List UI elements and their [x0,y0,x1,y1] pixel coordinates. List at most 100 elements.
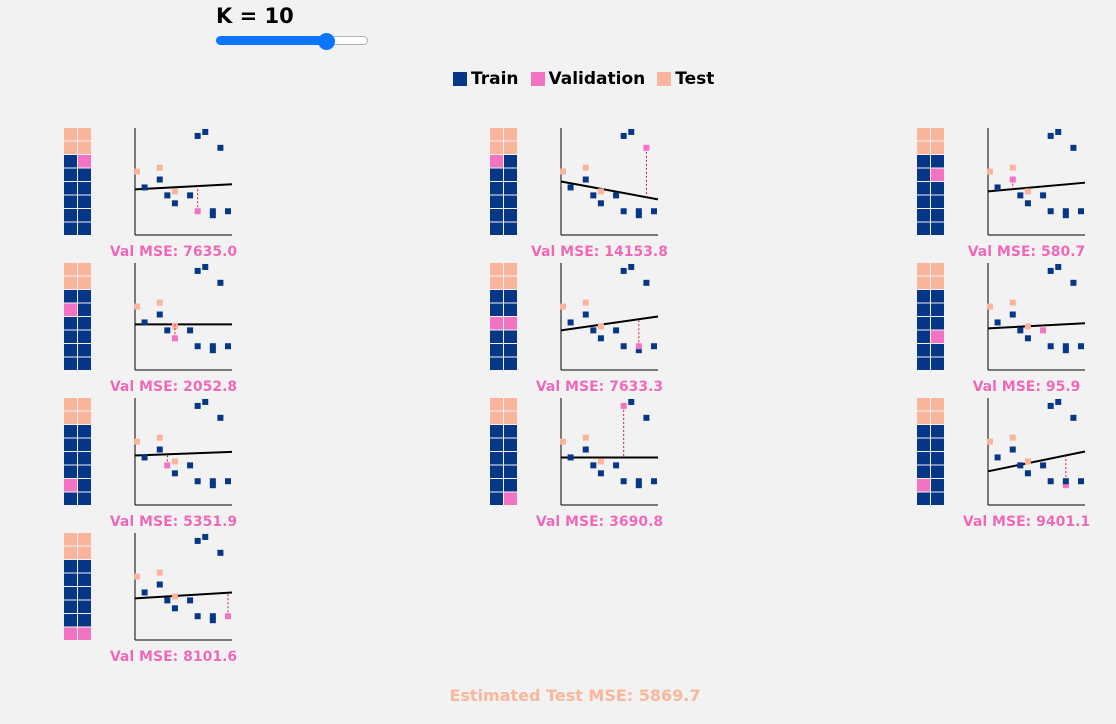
index-cell [931,357,944,370]
index-cell [78,465,91,478]
test-point [597,188,604,195]
train-point [187,462,194,469]
train-point [1078,208,1084,215]
train-point [171,470,178,477]
index-cell [917,425,930,438]
index-cell [78,168,91,181]
validation-cell [64,479,77,492]
index-cell [490,411,503,424]
legend-label-validation: Validation [548,69,646,89]
train-point [194,132,201,139]
train-point [209,343,216,350]
test-swatch [657,72,672,86]
fold-6: Val MSE: 95.9 [917,263,1086,395]
test-point [582,299,589,306]
fit-line [987,322,1086,330]
train-point [643,279,650,286]
train-point [194,402,201,409]
test-point [134,573,140,580]
train-point [225,343,231,350]
fold-2: Val MSE: 14153.8 [490,128,668,260]
index-cell [64,290,77,303]
train-point [225,208,231,215]
index-cell [490,168,503,181]
index-cell [64,465,77,478]
index-cell [78,411,91,424]
slider-thumb[interactable] [318,33,335,50]
validation-point [194,208,201,215]
train-point [1017,192,1024,199]
index-cell [78,290,91,303]
index-cell [504,411,517,424]
index-cell [64,600,77,613]
index-cell [490,357,503,370]
val-mse-label: Val MSE: 7635.0 [110,244,238,260]
index-cell [490,141,503,154]
index-cell [917,182,930,195]
test-point [156,164,163,171]
index-cell [78,438,91,451]
index-cell [917,195,930,208]
index-cell [64,425,77,438]
index-cell [504,303,517,316]
test-point [597,458,604,465]
index-cell [490,263,503,276]
train-point [217,549,224,556]
train-point [620,132,627,139]
train-point [1017,327,1024,334]
train-point [217,144,224,151]
index-cell [917,303,930,316]
train-point [620,343,627,350]
index-cell [64,222,77,235]
train-point [141,319,148,326]
index-cell [931,452,944,465]
index-cell [78,560,91,573]
test-point [1024,188,1031,195]
index-cell [78,195,91,208]
index-cell [64,560,77,573]
index-cell [504,276,517,289]
train-point [1017,462,1024,469]
index-cell [78,492,91,505]
test-point [134,168,140,175]
train-point [187,192,194,199]
val-mse-label: Val MSE: 5351.9 [110,514,237,530]
index-cell [78,398,91,411]
index-cell [64,330,77,343]
index-cell [78,546,91,559]
train-point [582,446,589,453]
train-point [1070,414,1077,421]
index-cell [78,330,91,343]
train-point [194,537,201,544]
fit-line [987,450,1086,473]
test-point [1009,164,1016,171]
index-cell [490,452,503,465]
index-cell [490,209,503,222]
train-point [164,192,171,199]
index-cell [917,492,930,505]
train-point [225,478,231,485]
index-cell [64,533,77,546]
train-point [141,589,148,596]
index-cell [504,168,517,181]
index-cell [931,195,944,208]
index-cell [931,263,944,276]
train-point [187,597,194,604]
index-cell [78,303,91,316]
index-cell [504,398,517,411]
validation-cell [504,317,517,330]
index-cell [64,155,77,168]
test-point [171,593,178,600]
fit-line [560,180,659,201]
fold-1: Val MSE: 7635.0 [64,128,238,260]
train-point [613,192,620,199]
index-cell [931,425,944,438]
train-point [171,200,178,207]
index-cell [504,330,517,343]
index-cell [64,411,77,424]
index-cell [931,479,944,492]
index-cell [917,438,930,451]
index-cell [64,573,77,586]
k-slider[interactable] [216,33,368,50]
index-cell [490,465,503,478]
